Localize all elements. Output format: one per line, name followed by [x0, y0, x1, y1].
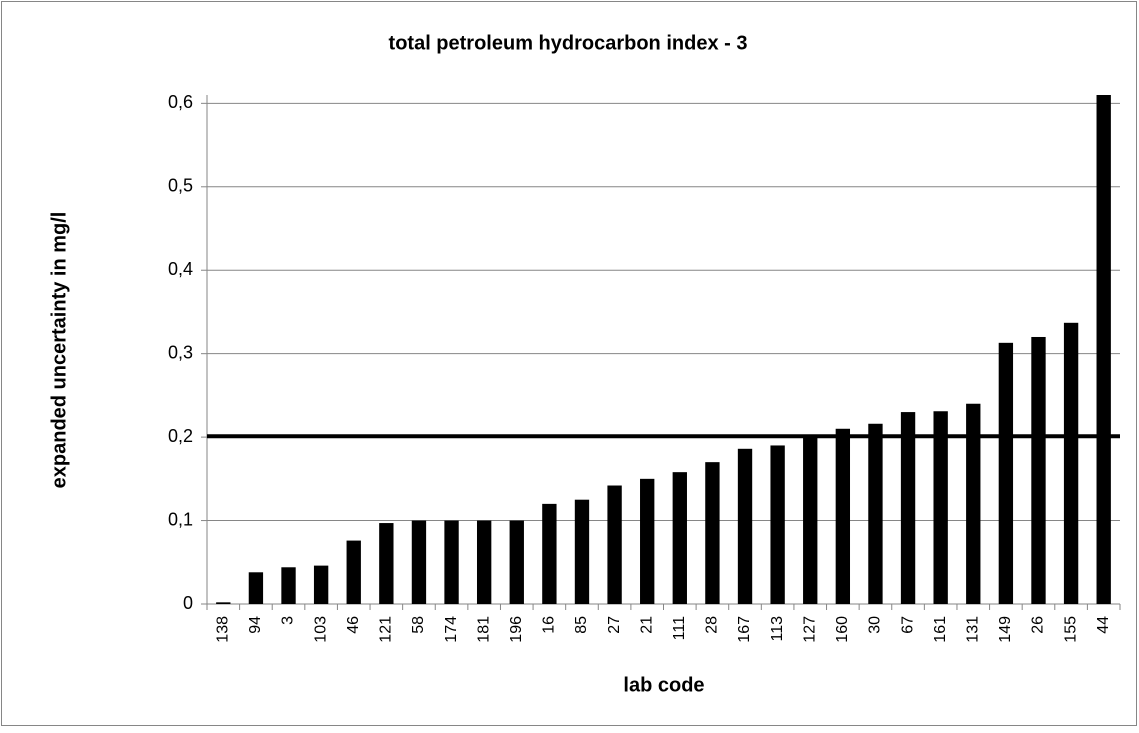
x-tick-label: 161: [932, 616, 949, 643]
x-tick-label: 58: [410, 616, 427, 634]
x-tick-label: 94: [247, 616, 264, 634]
bar: [933, 411, 948, 604]
x-tick-label: 196: [508, 616, 525, 643]
x-tick-label: 26: [1030, 616, 1047, 634]
bar: [313, 565, 329, 604]
bar: [1063, 322, 1079, 604]
x-tick-label: 160: [834, 616, 851, 643]
bar: [281, 567, 296, 604]
bar: [248, 572, 264, 604]
x-tick-label: 174: [443, 616, 460, 643]
x-tick-label: 30: [867, 616, 884, 634]
bar: [574, 499, 590, 604]
bar: [411, 520, 427, 604]
x-tick-label: 3: [280, 616, 297, 625]
x-tick-label: 121: [378, 616, 395, 643]
x-tick-label: 21: [638, 616, 655, 634]
bar: [1031, 336, 1046, 604]
bar: [607, 485, 622, 604]
bar: [672, 472, 687, 604]
bar: [1096, 95, 1111, 604]
y-tick-label: 0,1: [168, 509, 193, 529]
bar: [737, 448, 753, 604]
x-tick-label: 181: [475, 616, 492, 643]
bar: [444, 520, 459, 604]
bar: [900, 412, 916, 604]
bar: [705, 462, 720, 604]
y-axis-label: expanded uncertainty in mg/l: [48, 212, 70, 489]
x-tick-label: 46: [345, 616, 362, 634]
y-tick-label: 0: [183, 593, 193, 613]
y-tick-label: 0,6: [168, 92, 193, 112]
y-tick-label: 0,5: [168, 176, 193, 196]
x-tick-label: 127: [801, 616, 818, 643]
bar: [346, 540, 361, 604]
x-tick-label: 27: [606, 616, 623, 634]
bar: [803, 437, 818, 604]
x-tick-label: 44: [1095, 616, 1112, 634]
bar: [476, 520, 492, 604]
x-tick-label: 138: [215, 616, 232, 643]
bar: [640, 478, 655, 604]
y-tick-label: 0,2: [168, 426, 193, 446]
bar: [379, 523, 394, 604]
x-axis-label: lab code: [623, 674, 704, 696]
bar: [509, 520, 524, 604]
bar: [770, 445, 785, 604]
bar: [966, 403, 981, 604]
x-tick-label: 155: [1062, 616, 1079, 643]
y-tick-label: 0,3: [168, 342, 193, 362]
bar: [868, 423, 883, 604]
x-tick-label: 28: [704, 616, 721, 634]
x-tick-label: 113: [769, 616, 786, 642]
y-tick-label: 0,4: [168, 259, 193, 279]
x-tick-label: 167: [736, 616, 753, 643]
x-tick-label: 131: [964, 616, 981, 643]
chart-title: total petroleum hydrocarbon index - 3: [389, 32, 748, 54]
bar: [835, 428, 851, 604]
bar: [216, 602, 231, 604]
x-tick-label: 111: [671, 616, 688, 640]
bar: [542, 503, 557, 604]
bar: [998, 342, 1014, 604]
x-tick-label: 103: [312, 616, 329, 643]
x-tick-label: 16: [541, 616, 558, 634]
x-tick-label: 149: [997, 616, 1014, 643]
x-tick-label: 67: [899, 616, 916, 634]
x-tick-label: 85: [573, 616, 590, 634]
